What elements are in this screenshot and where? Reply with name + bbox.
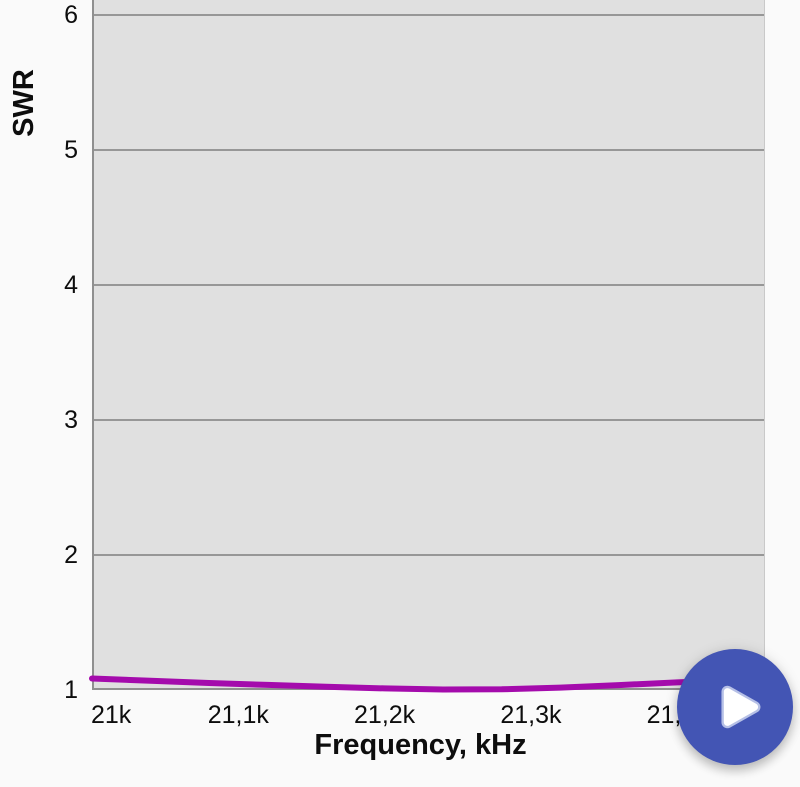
gridline-y-3 bbox=[94, 418, 764, 421]
y-axis-title: SWR bbox=[8, 69, 40, 137]
x-axis-title: Frequency, kHz bbox=[314, 729, 527, 761]
y-tick-label-6: 6 bbox=[64, 0, 78, 29]
y-tick-label-5: 5 bbox=[64, 135, 78, 164]
swr-series-line bbox=[89, 675, 768, 693]
y-tick-label-1: 1 bbox=[64, 676, 78, 704]
x-tick-label-21k: 21k bbox=[91, 701, 132, 729]
plot-area bbox=[89, 0, 768, 693]
x-tick-label-21,1k: 21,1k bbox=[207, 701, 269, 729]
gridline-y-2 bbox=[94, 553, 764, 556]
y-tick-label-3: 3 bbox=[64, 405, 78, 434]
gridline-y-4 bbox=[94, 283, 764, 286]
swr-chart-canvas bbox=[89, 675, 768, 693]
play-icon bbox=[721, 685, 761, 729]
y-tick-label-4: 4 bbox=[64, 270, 78, 299]
gridline-y-5 bbox=[94, 148, 764, 151]
start-scan-fab[interactable] bbox=[677, 649, 793, 765]
x-tick-label-21,2k: 21,2k bbox=[354, 701, 416, 729]
x-tick-label-21,3k: 21,3k bbox=[500, 701, 562, 729]
gridline-y-6 bbox=[94, 13, 764, 16]
y-tick-label-2: 2 bbox=[64, 540, 78, 569]
